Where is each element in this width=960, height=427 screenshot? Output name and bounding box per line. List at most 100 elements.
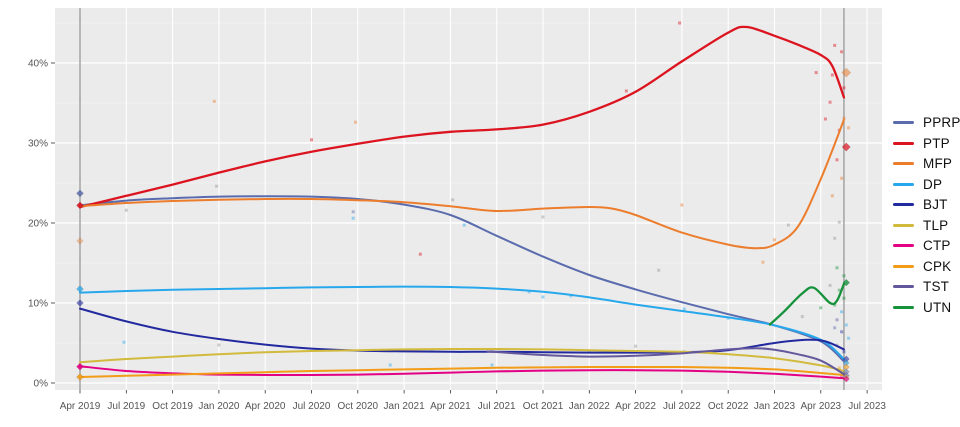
trend-line-DP: [79, 285, 845, 360]
x-tick-label: Jul 2019: [107, 401, 145, 412]
result-2023-MFP: [841, 67, 852, 78]
legend-swatch-bjt: [893, 203, 914, 206]
x-tick-label: Apr 2021: [430, 401, 471, 412]
x-tick-label: Jul 2021: [478, 401, 516, 412]
x-tick-label: Oct 2022: [708, 401, 749, 412]
legend-item-dp: DP: [893, 177, 960, 192]
trend-line-MFP: [79, 118, 845, 250]
poll-point: [541, 215, 545, 219]
poll-point: [527, 290, 531, 294]
poll-point: [462, 223, 466, 227]
poll-point: [678, 21, 682, 25]
poll-point: [842, 86, 846, 90]
series-CPK: [79, 365, 845, 378]
x-tick-label: Jan 2022: [569, 401, 611, 412]
legend-swatch-cpk: [893, 264, 914, 268]
chart-legend: PPRP PTP MFP DP BJT TLP CTP CPK TST UTN: [893, 115, 960, 315]
poll-point: [833, 326, 837, 330]
legend-swatch-pprp: [893, 121, 914, 124]
trend-line-PPRP: [79, 195, 845, 363]
poll-point: [634, 344, 638, 348]
x-tick-label: Jan 2023: [754, 401, 796, 412]
poll-point: [842, 350, 846, 354]
x-tick-label: Apr 2023: [801, 401, 842, 412]
poll-point: [840, 176, 844, 180]
legend-swatch-tst: [893, 285, 914, 288]
poll-point: [842, 116, 846, 120]
trend-line-TST: [486, 347, 845, 376]
poll-point: [835, 318, 839, 322]
poll-point: [833, 303, 837, 307]
poll-point: [840, 310, 844, 314]
legend-label: PPRP: [923, 115, 960, 130]
x-tick-label: Apr 2022: [615, 401, 656, 412]
result-2019-CTP: [76, 362, 84, 371]
series-CTP: [79, 365, 845, 380]
x-tick-label: Apr 2020: [245, 401, 286, 412]
poll-point: [842, 296, 846, 300]
poll-point: [837, 288, 841, 292]
poll-point: [840, 50, 844, 54]
legend-label: PTP: [923, 135, 950, 151]
x-tick-label: Jul 2022: [663, 401, 701, 412]
poll-point: [830, 73, 834, 77]
legend-label: UTN: [923, 299, 952, 315]
legend-swatch-dp: [893, 182, 914, 186]
legend-item-cpk: CPK: [893, 259, 960, 274]
legend-swatch-mfp: [893, 162, 914, 165]
poll-point: [823, 117, 827, 121]
poll-point: [353, 120, 357, 124]
poll-point: [833, 236, 837, 240]
legend-swatch-tlp: [893, 223, 914, 227]
poll-point: [418, 252, 422, 256]
result-2019-PPRP: [76, 189, 84, 198]
legend-item-tst: TST: [893, 279, 960, 294]
poll-point: [837, 366, 841, 370]
poll-point: [212, 99, 216, 103]
plot-panel: [55, 8, 882, 390]
legend-item-bjt: BJT: [893, 197, 960, 212]
trend-line-CTP: [79, 365, 845, 380]
poll-point: [310, 138, 313, 142]
poll-point: [828, 100, 832, 104]
poll-point: [847, 336, 851, 340]
y-tick-label: 10%: [28, 299, 48, 310]
poll-point: [819, 306, 823, 310]
legend-item-ptp: PTP: [893, 135, 960, 151]
series-DP: [79, 285, 845, 360]
result-2023-PTP: [841, 142, 851, 152]
x-tick-label: Oct 2021: [523, 401, 564, 412]
poll-point: [773, 238, 776, 242]
poll-point: [786, 223, 790, 227]
legend-item-mfp: MFP: [893, 156, 960, 171]
series-TLP: [79, 347, 845, 372]
poll-point: [830, 194, 834, 198]
poll-point: [682, 307, 686, 311]
poll-point: [842, 274, 846, 278]
poll-point: [351, 216, 355, 220]
poll-point: [351, 210, 355, 214]
x-tick-label: Jan 2021: [384, 401, 426, 412]
poll-point: [388, 363, 392, 367]
y-tick-label: 30%: [28, 139, 48, 150]
poll-point: [215, 184, 219, 188]
result-2019-PTP: [76, 201, 84, 210]
legend-item-tlp: TLP: [893, 218, 960, 233]
result-2019-CPK: [76, 373, 84, 381]
result-2019-DP: [76, 285, 84, 293]
poll-point: [124, 208, 128, 212]
result-2023-UTN: [842, 278, 851, 287]
poll-point: [833, 43, 837, 47]
poll-point: [217, 343, 221, 347]
poll-point: [624, 89, 628, 93]
poll-point: [490, 348, 494, 352]
legend-swatch-utn: [893, 305, 914, 309]
trend-line-UTN: [768, 282, 846, 326]
poll-point: [840, 330, 844, 334]
trend-line-TLP: [79, 347, 845, 372]
election-results-2023: [841, 67, 852, 383]
poll-point: [680, 203, 684, 207]
result-2019-BJT: [76, 299, 84, 307]
